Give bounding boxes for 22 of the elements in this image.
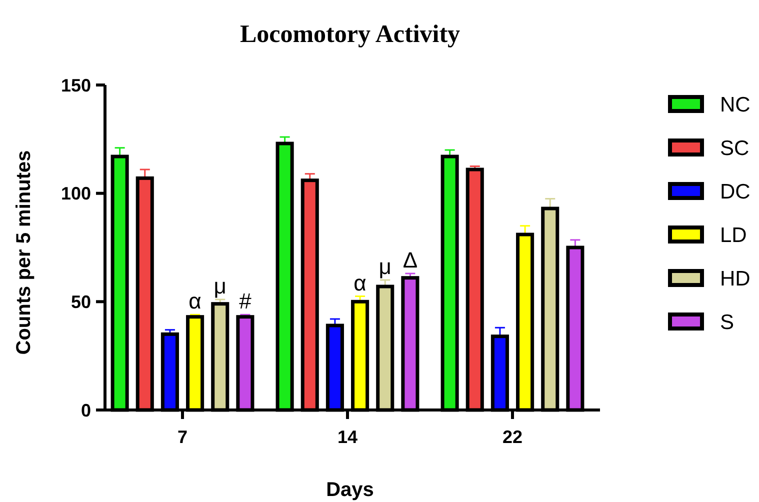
legend-label: DC [720,180,750,204]
y-tick-label: 0 [80,400,91,420]
legend-label: S [720,310,734,334]
annotation: Δ [402,248,418,272]
annotation: α [354,270,367,296]
y-tick-label: 100 [60,184,91,204]
x-axis-title: Days [326,479,374,501]
chart-title: Locomotory Activity [240,21,461,48]
legend-label: LD [720,224,747,247]
legend-label: NC [720,93,750,116]
legend-label: SC [720,136,750,160]
y-tick-label: 150 [60,75,91,96]
annotation: α [188,288,202,314]
annotation: μ [378,254,392,279]
y-axis-title: Counts per 5 minutes [13,150,35,355]
annotation: μ [214,274,226,298]
x-tick-label: 22 [502,427,523,447]
y-tick-label: 50 [70,292,91,312]
annotation: # [239,288,252,314]
legend-label: HD [720,267,750,290]
x-tick-label: 7 [177,427,188,447]
x-tick-label: 14 [337,427,358,447]
